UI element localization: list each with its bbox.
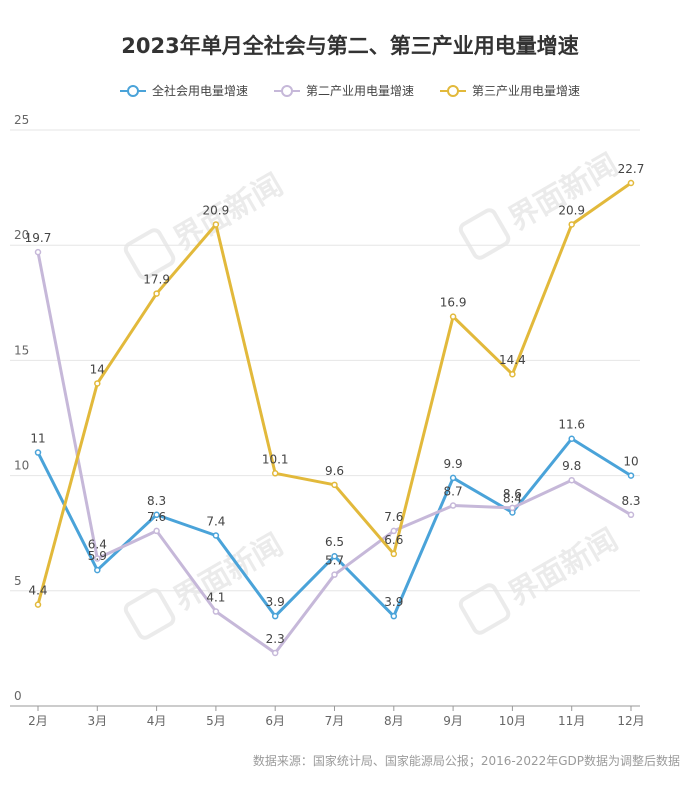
legend-label-secondary: 第二产业用电量增速: [305, 84, 414, 98]
data-label: 19.7: [25, 231, 52, 245]
data-label: 7.4: [206, 515, 225, 529]
data-point: [34, 248, 42, 256]
data-point: [390, 612, 398, 620]
data-label: 4.4: [28, 584, 47, 598]
data-point: [627, 179, 635, 187]
data-label: 7.6: [384, 510, 403, 524]
data-point: [331, 552, 338, 560]
legend-label-total: 全社会用电量增速: [151, 84, 248, 98]
data-point: [94, 380, 101, 387]
data-label: 14.4: [499, 353, 526, 367]
y-tick-label: 5: [14, 574, 22, 588]
data-point: [212, 532, 220, 539]
data-point: [271, 649, 279, 657]
data-point: [212, 608, 220, 615]
data-point: [449, 313, 457, 320]
data-point: [94, 566, 101, 574]
data-point: [212, 221, 220, 228]
data-point: [509, 370, 516, 378]
data-label: 16.9: [440, 296, 467, 310]
data-point: [627, 472, 635, 479]
data-label: 17.9: [143, 273, 170, 287]
data-label: 11.6: [558, 418, 585, 432]
y-tick-label: 20: [14, 228, 29, 242]
legend-label-tertiary: 第三产业用电量增速: [472, 84, 581, 98]
data-point: [34, 449, 42, 456]
x-tick-label: 6月: [265, 714, 285, 728]
x-tick-label: 7月: [325, 714, 345, 728]
data-label: 11: [30, 432, 45, 446]
data-label: 10.1: [262, 452, 289, 466]
data-point: [449, 502, 457, 509]
data-label: 8.4: [503, 491, 522, 505]
data-point: [271, 470, 279, 477]
data-point: [390, 550, 398, 558]
data-point: [34, 601, 42, 608]
x-tick-label: 3月: [87, 714, 107, 728]
data-label: 20.9: [203, 203, 230, 217]
source-note: 数据来源：国家统计局、国家能源局公报；2016-2022年GDP数据为调整后数据: [252, 754, 680, 768]
series-line-1: [36, 251, 632, 655]
x-tick-label: 9月: [443, 714, 463, 728]
data-point: [94, 555, 101, 562]
data-label: 4.1: [206, 591, 225, 605]
data-label: 8.3: [621, 494, 640, 508]
data-label: 8.7: [444, 485, 463, 499]
data-point: [153, 511, 160, 519]
data-point: [627, 511, 635, 519]
data-label: 10: [623, 455, 638, 469]
data-label: 8.3: [147, 494, 166, 508]
legend-swatch-tertiary: [440, 84, 466, 97]
data-label: 8.6: [503, 487, 522, 501]
y-tick-label: 15: [14, 343, 29, 357]
data-label: 14: [90, 362, 105, 376]
data-point: [390, 527, 398, 535]
legend-item-secondary[interactable]: 第二产业用电量增速: [273, 82, 414, 99]
y-tick-label: 10: [14, 459, 29, 473]
x-tick-label: 12月: [617, 714, 644, 728]
x-tick-label: 10月: [499, 714, 526, 728]
legend-item-tertiary[interactable]: 第三产业用电量增速: [440, 82, 580, 99]
data-point: [331, 481, 338, 489]
data-point: [568, 221, 575, 228]
x-tick-label: 8月: [384, 714, 404, 728]
data-label: 7.6: [147, 510, 166, 524]
data-label: 20.9: [558, 203, 585, 217]
data-point: [271, 612, 279, 620]
x-tick-label: 2月: [28, 714, 48, 728]
data-label: 22.7: [618, 162, 645, 176]
y-tick-label: 25: [14, 113, 29, 127]
legend-item-total[interactable]: 全社会用电量增速: [119, 82, 248, 99]
legend: 全社会用电量增速 第二产业用电量增速 第三产业用电量增速: [0, 82, 700, 99]
data-point: [568, 435, 575, 442]
data-label: 6.6: [384, 533, 403, 547]
data-label: 3.9: [384, 595, 403, 609]
data-point: [449, 474, 457, 482]
legend-swatch-secondary: [273, 84, 300, 97]
data-label: 9.8: [562, 459, 581, 473]
data-point: [509, 504, 516, 512]
data-label: 5.7: [325, 554, 344, 568]
y-tick-label: 0: [14, 689, 22, 703]
legend-swatch-total: [119, 84, 146, 97]
x-tick-label: 4月: [147, 714, 167, 728]
data-point: [568, 476, 575, 484]
chart-title: 2023年单月全社会与第二、第三产业用电量增速: [121, 34, 579, 58]
data-label: 5.9: [88, 549, 107, 563]
x-tick-label: 11月: [558, 714, 585, 728]
data-point: [153, 290, 160, 297]
data-label: 9.6: [325, 464, 344, 478]
data-label: 3.9: [266, 595, 285, 609]
data-point: [153, 527, 160, 535]
data-label: 9.9: [444, 457, 463, 471]
data-label: 2.3: [266, 632, 285, 646]
data-label: 6.5: [325, 535, 344, 549]
x-tick-label: 5月: [206, 714, 226, 728]
data-label: 6.4: [88, 538, 107, 552]
data-point: [331, 571, 338, 578]
